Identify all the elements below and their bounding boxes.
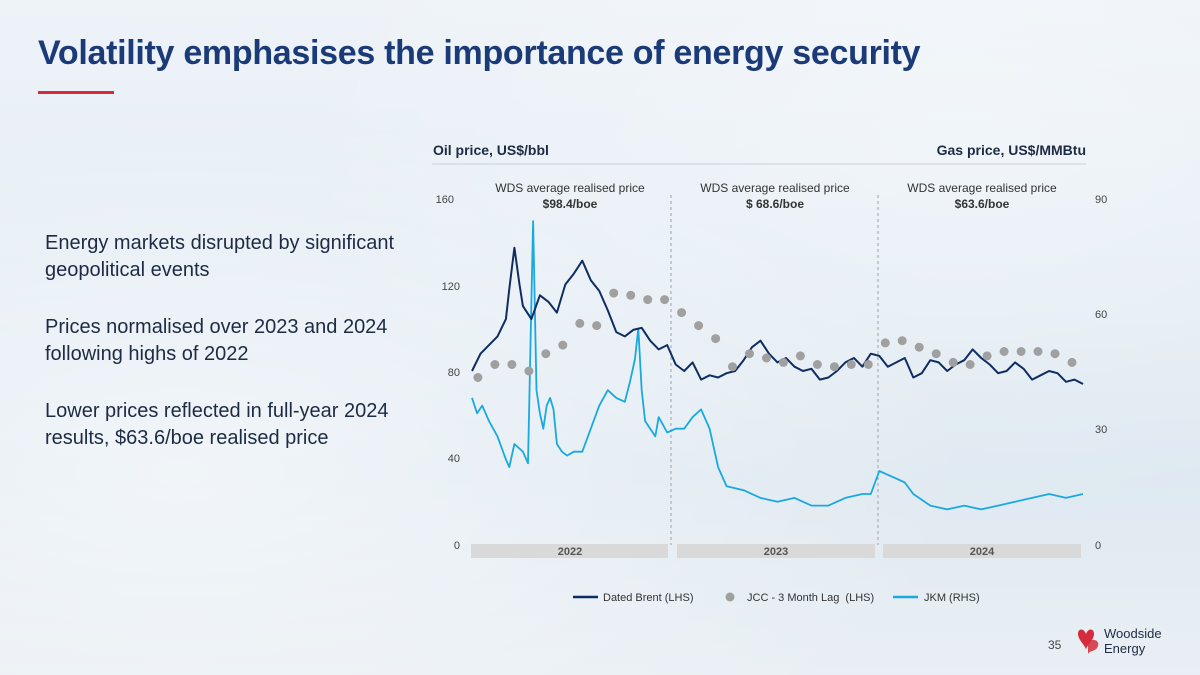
y-left-tick-160: 160 [436,194,454,206]
legend-jkm-label: JKM (RHS) [924,592,980,604]
year-band-2022 [471,544,668,558]
jcc-point-35 [1050,349,1060,359]
page-number: 35 [1048,638,1062,652]
legend-jcc-swatch [725,592,735,602]
annotation-2023-label: WDS average realised price [700,181,850,195]
year-band-2024 [883,544,1081,558]
year-label-2022: 2022 [558,546,582,558]
jcc-point-36 [1067,357,1077,367]
jcc-point-22 [829,362,839,372]
logo-line-2: Energy [1104,641,1146,656]
jcc-point-23 [846,360,856,369]
bullet-2: Prices normalised over 2023 and 2024 fol… [45,316,388,365]
annotation-2023-value: $ 68.6/boe [746,197,804,211]
jcc-point-20 [795,351,805,361]
y-left-tick-120: 120 [442,281,460,293]
y-left-tick-80: 80 [448,367,460,379]
jcc-point-9 [609,288,619,298]
year-label-2023: 2023 [764,546,788,558]
jcc-point-12 [660,295,670,305]
y-right-tick-0: 0 [1095,540,1101,552]
jcc-point-11 [643,295,653,305]
jcc-point-16 [728,362,737,372]
dated-brent-series-line [471,246,1084,385]
right-axis-title: Gas price, US$/MMBtu [937,142,1086,158]
jcc-point-3 [507,360,517,369]
bullet-list: Energy markets disrupted by significant … [45,230,405,482]
y-right-tick-90: 90 [1095,194,1107,206]
annotation-2024-value: $63.6/boe [955,197,1010,211]
jkm-series-line [471,220,1084,511]
jcc-point-25 [880,338,890,348]
jcc-point-18 [762,353,771,363]
jcc-point-29 [948,357,958,367]
year-label-2024: 2024 [970,546,995,558]
logo-wordmark: Woodside Energy [1104,626,1162,656]
jcc-point-17 [745,349,754,359]
jcc-point-24 [863,360,873,369]
annotation-2022-label: WDS average realised price [495,181,645,195]
left-axis-title: Oil price, US$/bbl [433,142,549,158]
y-left-tick-0: 0 [454,540,460,552]
y-right-tick-30: 30 [1095,424,1107,436]
logo-line-1: Woodside [1104,626,1162,641]
annotation-2022-value: $98.4/boe [543,197,598,211]
jcc-point-30 [965,360,975,369]
jcc-point-27 [914,342,924,352]
jcc-point-15 [711,334,721,344]
y-right-tick-60: 60 [1095,309,1107,321]
jcc-point-10 [626,290,636,300]
jcc-point-7 [575,318,585,328]
jcc-point-19 [778,357,788,367]
jcc-point-32 [999,347,1009,356]
slide-title: Volatility emphasises the importance of … [38,34,921,72]
year-band-2023 [677,544,875,558]
jcc-point-13 [677,308,687,318]
jcc-point-26 [897,336,907,346]
jcc-point-1 [473,373,483,382]
woodside-logo-icon [1078,629,1099,654]
jcc-point-28 [931,349,941,359]
jcc-point-34 [1033,347,1043,356]
bullet-3: Lower prices reflected in full-year 2024… [45,400,389,449]
bullet-1: Energy markets disrupted by significant … [45,232,395,281]
jcc-point-2 [490,360,500,369]
jcc-point-4 [524,366,534,376]
jcc-point-8 [592,321,602,331]
jcc-point-21 [812,360,822,369]
title-accent-rule [38,91,114,94]
annotation-2024-label: WDS average realised price [907,181,1057,195]
jcc-point-5 [541,349,551,359]
legend-brent-label: Dated Brent (LHS) [603,592,693,604]
jcc-series-dots [473,288,1077,382]
jcc-point-6 [558,340,568,350]
jcc-point-14 [694,321,704,331]
jcc-point-33 [1016,347,1026,356]
jcc-point-31 [982,351,992,361]
legend-jcc-label: JCC - 3 Month Lag (LHS) [747,592,874,604]
y-left-tick-40: 40 [448,453,460,465]
